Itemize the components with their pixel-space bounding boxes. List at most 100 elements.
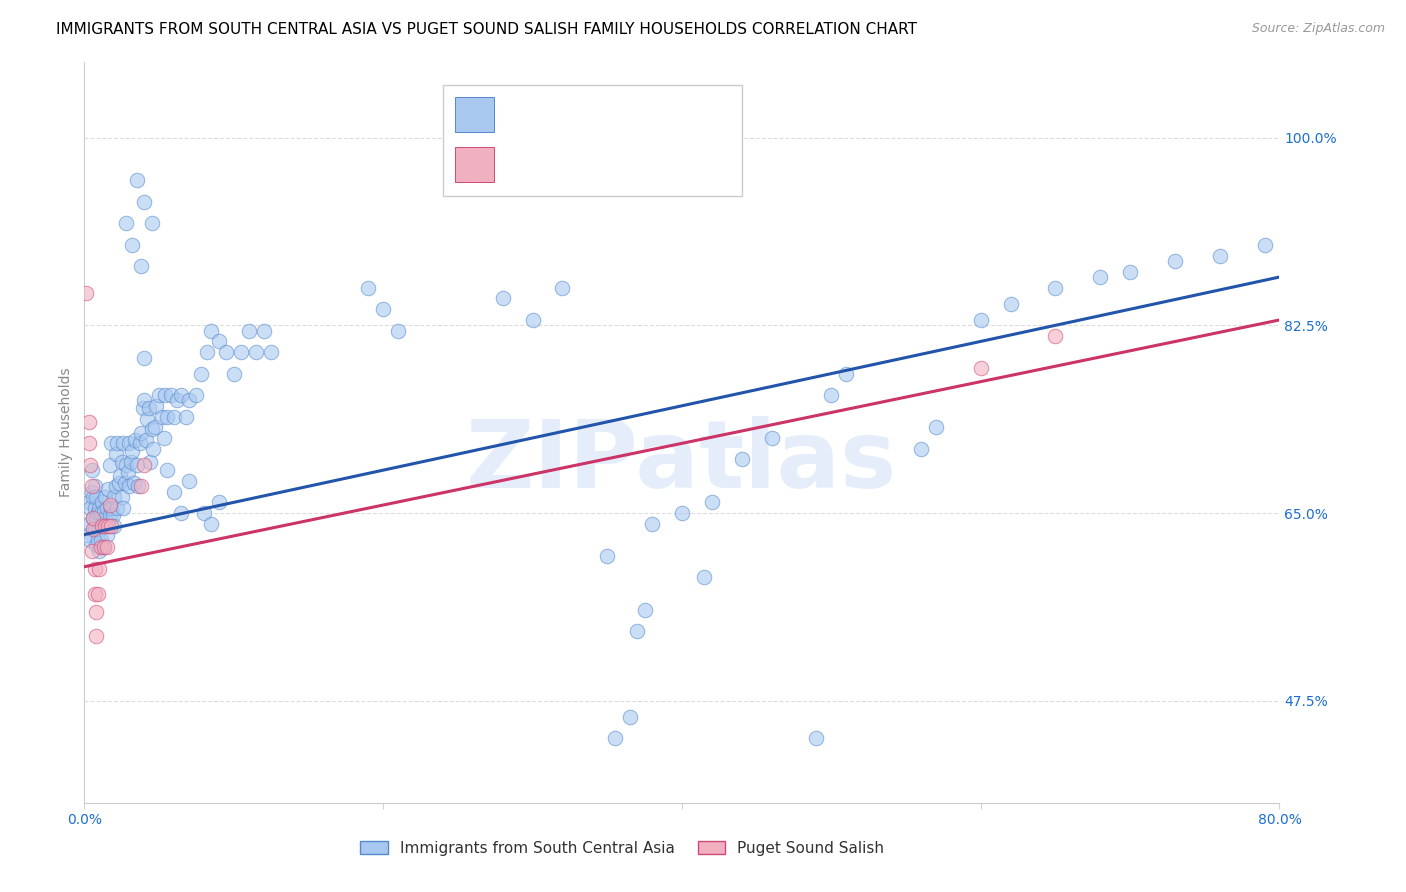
Point [820, 388, 842, 402]
Point [522, 313, 544, 327]
Point [100, 519, 122, 533]
Point [626, 624, 648, 639]
Point [98, 458, 121, 472]
Point [98, 498, 121, 512]
Point [693, 570, 716, 584]
Point [103, 519, 125, 533]
Point [91, 495, 114, 509]
Point [89, 543, 111, 558]
Point [129, 479, 152, 493]
Point [129, 425, 152, 440]
Point [125, 173, 148, 187]
Point [141, 422, 163, 436]
Point [104, 479, 127, 493]
Point [83, 522, 105, 536]
Point [132, 458, 156, 472]
Point [118, 436, 141, 450]
Point [148, 388, 170, 402]
Point [193, 506, 215, 520]
Point [89, 522, 111, 536]
Point [122, 476, 145, 491]
Point [87, 533, 110, 547]
Point [100, 500, 122, 515]
Point [79, 533, 101, 547]
Point [87, 506, 110, 520]
Point [96, 500, 118, 515]
Point [1119, 265, 1142, 279]
Point [115, 458, 138, 472]
Point [125, 458, 148, 472]
Point [76, 527, 98, 541]
Point [806, 731, 828, 746]
Point [387, 324, 409, 338]
Point [208, 334, 231, 349]
Point [80, 463, 103, 477]
Point [112, 436, 135, 450]
Point [83, 500, 105, 515]
Point [170, 506, 193, 520]
Point [83, 562, 105, 576]
Point [136, 411, 159, 425]
Point [174, 409, 197, 424]
Point [603, 731, 626, 746]
Point [910, 442, 932, 456]
Point [91, 516, 114, 531]
Point [1209, 249, 1232, 263]
Point [86, 605, 108, 619]
Point [152, 431, 174, 445]
Point [93, 504, 115, 518]
Point [118, 479, 141, 493]
Point [160, 388, 183, 402]
Point [641, 516, 664, 531]
Point [77, 516, 100, 531]
Point [1090, 270, 1112, 285]
Point [195, 345, 218, 359]
Point [86, 490, 108, 504]
Point [132, 351, 156, 365]
Point [925, 420, 948, 434]
Point [551, 281, 574, 295]
Point [98, 508, 121, 523]
Point [103, 490, 125, 504]
Point [124, 433, 146, 447]
Point [82, 511, 104, 525]
Point [143, 420, 166, 434]
Point [1164, 254, 1187, 268]
Point [117, 466, 139, 480]
Point [111, 490, 134, 504]
Point [87, 586, 110, 600]
Point [121, 237, 143, 252]
Point [200, 516, 222, 531]
Point [761, 431, 783, 445]
Point [186, 388, 208, 402]
Point [86, 511, 108, 525]
Point [141, 216, 163, 230]
Point [142, 442, 165, 456]
Point [357, 281, 380, 295]
Point [163, 409, 186, 424]
Point [96, 541, 118, 555]
Point [129, 260, 152, 274]
Point [128, 436, 150, 450]
Point [492, 292, 515, 306]
Text: Source: ZipAtlas.com: Source: ZipAtlas.com [1251, 22, 1385, 36]
Point [373, 302, 395, 317]
Point [90, 533, 112, 547]
Point [97, 519, 120, 533]
Point [163, 484, 186, 499]
Point [94, 519, 117, 533]
Point [170, 388, 193, 402]
Point [89, 500, 111, 515]
Point [82, 522, 104, 536]
Point [80, 543, 103, 558]
Point [671, 506, 693, 520]
Y-axis label: Family Households: Family Households [59, 368, 73, 498]
Point [200, 324, 222, 338]
Point [155, 463, 177, 477]
Point [111, 454, 134, 468]
Point [619, 710, 641, 724]
Point [97, 483, 120, 497]
Point [93, 541, 115, 555]
Text: IMMIGRANTS FROM SOUTH CENTRAL ASIA VS PUGET SOUND SALISH FAMILY HOUSEHOLDS CORRE: IMMIGRANTS FROM SOUTH CENTRAL ASIA VS PU… [56, 22, 917, 37]
Point [105, 436, 128, 450]
